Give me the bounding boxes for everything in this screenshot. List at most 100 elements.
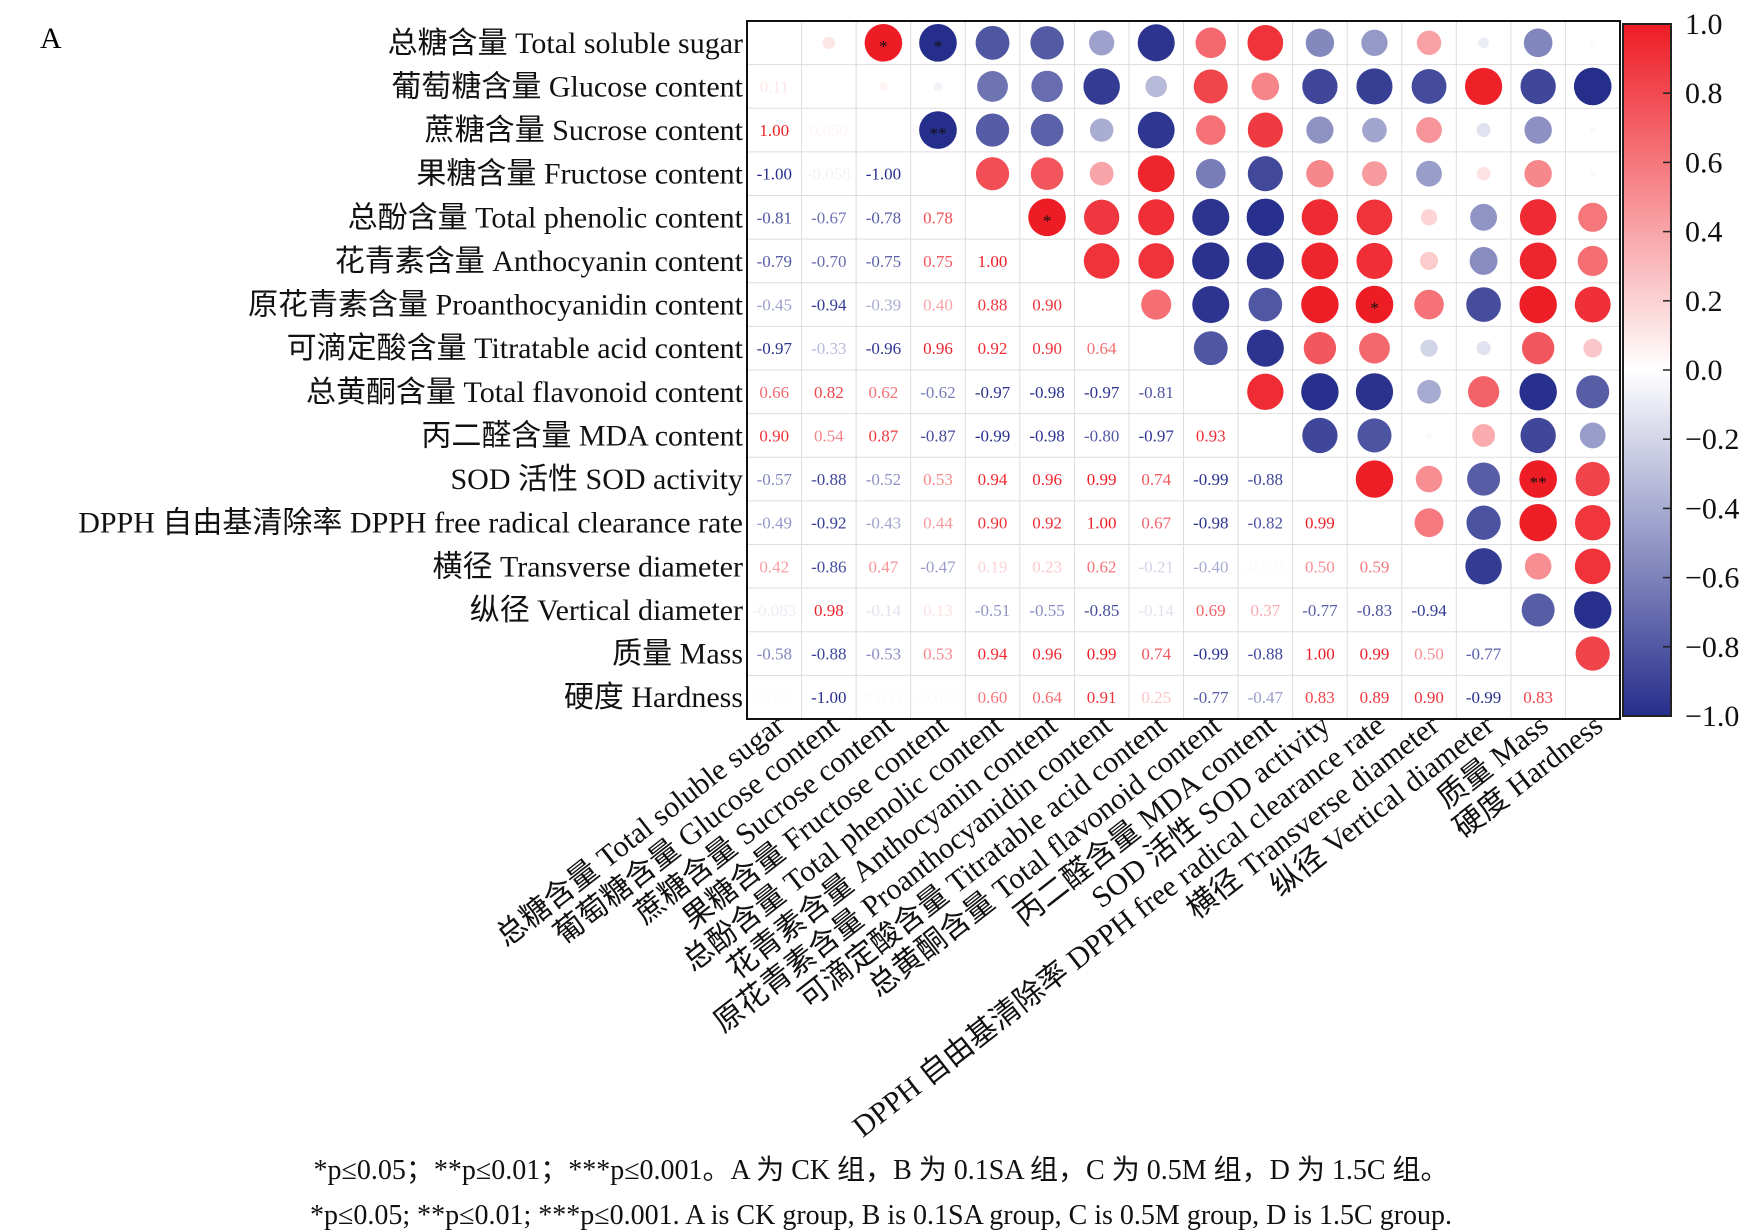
correlation-circle xyxy=(919,24,957,62)
correlation-circle xyxy=(1031,70,1063,103)
correlation-circle xyxy=(1574,548,1611,585)
correlation-circle xyxy=(933,81,943,91)
correlation-circle xyxy=(1362,117,1387,143)
colorbar-tick-label: 0.4 xyxy=(1685,216,1723,249)
correlation-circle xyxy=(1466,505,1501,540)
correlation-circle xyxy=(1192,286,1230,324)
correlation-circle xyxy=(1193,331,1228,366)
correlation-circle xyxy=(1470,203,1498,231)
correlation-value: 0.53 xyxy=(923,470,953,489)
correlation-circle xyxy=(1251,72,1280,101)
correlation-value: -0.97 xyxy=(1139,426,1175,445)
correlation-circle xyxy=(1141,289,1172,320)
correlation-circle xyxy=(1466,287,1501,322)
correlation-value: -0.75 xyxy=(866,252,901,271)
correlation-value: 0.75 xyxy=(923,252,953,271)
footnote-chinese: *p≤0.05；**p≤0.01；***p≤0.001。A 为 CK 组，B 为… xyxy=(313,1155,1449,1186)
row-label: 纵径 Vertical diameter xyxy=(470,594,743,627)
correlation-circle xyxy=(1306,159,1334,188)
colorbar-ticks: 1.0 0.8 0.6 0.4 0.2 0.0 −0.2 −0.4 −0.6 −0.8 −1.0 xyxy=(1663,8,1739,733)
correlation-values: 0.111.00 0.050-1.00 -0.058 -1.00-0.81 -0.67-… xyxy=(752,77,1553,707)
correlation-value: -0.49 xyxy=(757,514,792,533)
correlation-circle xyxy=(1355,285,1394,324)
correlation-value: 0.93 xyxy=(1196,426,1226,445)
correlation-value: 0.033 xyxy=(864,688,902,707)
correlation-circle xyxy=(1195,115,1226,145)
correlation-value: -0.083 xyxy=(752,601,796,620)
correlation-value: -0.80 xyxy=(1084,426,1119,445)
correlation-value: -0.45 xyxy=(757,296,792,315)
correlation-circle xyxy=(1357,418,1392,453)
correlation-value: 0.74 xyxy=(1141,470,1171,489)
correlation-value: 0.026 xyxy=(755,688,793,707)
correlation-circle xyxy=(1575,461,1610,497)
correlation-value: 0.42 xyxy=(759,557,789,576)
correlation-circle xyxy=(1519,199,1557,236)
correlation-value: -0.88 xyxy=(811,645,846,664)
row-label: 可滴定酸含量 Titratable acid content xyxy=(287,332,744,365)
correlation-circle xyxy=(1030,26,1064,60)
correlation-circle xyxy=(1524,553,1552,580)
correlation-value: -0.82 xyxy=(1248,514,1283,533)
correlation-value: 0.62 xyxy=(1087,557,1117,576)
correlation-value: 0.19 xyxy=(978,557,1008,576)
correlation-circle xyxy=(1028,198,1066,237)
correlation-value: -0.55 xyxy=(1029,601,1064,620)
correlation-value: 1.00 xyxy=(1087,514,1117,533)
correlation-value: 0.99 xyxy=(1360,645,1390,664)
correlation-value: 1.00 xyxy=(978,252,1008,271)
correlation-circle xyxy=(975,157,1010,191)
correlation-circle xyxy=(1138,243,1175,279)
correlation-circle xyxy=(1246,242,1284,280)
correlation-value: -1.00 xyxy=(866,165,901,184)
colorbar-tick-label: 0.6 xyxy=(1685,146,1723,179)
correlation-circle xyxy=(975,113,1010,147)
correlation-circle xyxy=(1576,375,1610,409)
correlation-value: 0.11 xyxy=(760,77,789,96)
correlation-value: 0.90 xyxy=(1414,688,1444,707)
correlation-value: 0.59 xyxy=(1360,557,1390,576)
correlation-value: 0.83 xyxy=(1523,688,1553,707)
correlation-value: -0.98 xyxy=(1029,383,1064,402)
correlation-value: -0.14 xyxy=(866,601,902,620)
correlation-circle xyxy=(1589,39,1596,46)
correlation-value: 0.64 xyxy=(1087,339,1117,358)
significance-mark: * xyxy=(879,37,888,56)
correlation-circle xyxy=(1302,68,1338,105)
row-label: 花青素含量 Anthocyanin content xyxy=(335,245,744,278)
correlation-circle xyxy=(1523,28,1553,58)
correlation-value: -0.83 xyxy=(1357,601,1392,620)
correlation-circle xyxy=(1301,242,1339,280)
correlation-circle xyxy=(1089,161,1114,186)
correlation-value: -0.97 xyxy=(1084,383,1120,402)
correlation-circle xyxy=(1521,593,1555,627)
correlation-value: -0.78 xyxy=(866,208,901,227)
correlation-circle xyxy=(1574,591,1612,629)
significance-mark: * xyxy=(1043,211,1052,230)
correlation-circle xyxy=(1467,376,1500,408)
colorbar-tick-label: 1.0 xyxy=(1685,8,1723,41)
correlation-value: 0.90 xyxy=(1032,339,1062,358)
correlation-value: 0.87 xyxy=(869,426,899,445)
correlation-circle xyxy=(1467,462,1501,496)
correlation-value: 0.88 xyxy=(978,296,1008,315)
correlation-circle xyxy=(1195,27,1227,59)
correlation-circle xyxy=(1469,246,1498,275)
correlation-value: 0.99 xyxy=(1305,514,1335,533)
correlation-circle xyxy=(1476,341,1491,356)
correlation-value: 0.83 xyxy=(1305,688,1335,707)
correlation-value: 0.69 xyxy=(1196,601,1226,620)
grid xyxy=(747,21,1620,719)
correlation-circle xyxy=(1519,460,1557,498)
correlation-circle xyxy=(1192,242,1230,280)
correlation-value: 0.25 xyxy=(1141,688,1171,707)
correlation-circle xyxy=(1089,118,1114,142)
correlation-circle xyxy=(1303,332,1337,365)
correlation-value: -0.47 xyxy=(1248,688,1284,707)
correlation-circle xyxy=(1359,332,1390,364)
correlation-circle xyxy=(1355,373,1394,411)
correlation-circle xyxy=(1246,329,1284,367)
correlation-circle xyxy=(1416,160,1442,187)
correlation-circle xyxy=(879,82,888,91)
correlation-circle xyxy=(1478,37,1490,49)
